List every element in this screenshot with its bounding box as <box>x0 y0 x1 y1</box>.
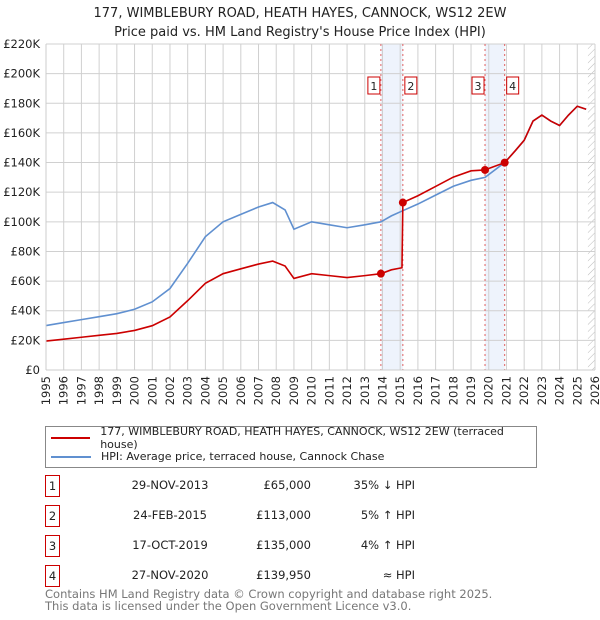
sale-label-box <box>471 76 485 95</box>
sale-row: 2 24-FEB-2015 £113,000 5% ↑ HPI <box>45 505 415 527</box>
sale-label: 2 <box>407 80 414 93</box>
sale-date: 27-NOV-2020 <box>131 568 209 582</box>
y-tick-label: £60K <box>11 274 41 288</box>
x-tick-label: 2022 <box>517 376 531 405</box>
y-tick-label: £40K <box>11 304 41 318</box>
x-tick-label: 2001 <box>145 376 159 405</box>
sale-date: 24-FEB-2015 <box>133 508 207 522</box>
x-tick-label: 2005 <box>216 376 230 405</box>
y-tick-label: £160K <box>3 126 40 140</box>
sale-number: 3 <box>45 535 60 557</box>
x-tick-label: 2017 <box>429 376 443 405</box>
x-tick-label: 2011 <box>322 376 336 405</box>
sale-label: 1 <box>370 80 377 93</box>
shaded-period <box>485 44 505 370</box>
legend: 177, WIMBLEBURY ROAD, HEATH HAYES, CANNO… <box>45 424 537 468</box>
sale-price: £113,000 <box>256 508 311 522</box>
x-tick-label: 2013 <box>358 376 372 405</box>
x-tick-label: 2018 <box>446 376 460 405</box>
sale-date: 17-OCT-2019 <box>132 538 208 552</box>
x-tick-label: 2002 <box>163 376 177 405</box>
title-line-2: Price paid vs. HM Land Registry's House … <box>114 25 486 40</box>
sale-label-box <box>367 76 381 95</box>
y-tick-label: £20K <box>11 333 41 347</box>
x-tick-label: 2007 <box>252 376 266 405</box>
x-tick-label: 2003 <box>181 376 195 405</box>
sale-point <box>376 269 385 278</box>
x-tick-label: 1997 <box>74 376 88 405</box>
sale-hpi-comparison: ≈ HPI <box>382 568 415 582</box>
x-tick-label: 2025 <box>570 376 584 405</box>
x-tick-label: 2026 <box>588 376 600 405</box>
x-tick-label: 2016 <box>411 376 425 405</box>
y-tick-label: £220K <box>3 37 40 51</box>
sale-row: 3 17-OCT-2019 £135,000 4% ↑ HPI <box>45 535 415 557</box>
sale-point <box>481 165 490 174</box>
x-tick-label: 2010 <box>305 376 319 405</box>
price-chart: 1995 1996 1997 1998 1999 2000 2001 2002 2003 2004… <box>3 37 600 405</box>
y-tick-label: £180K <box>3 96 40 110</box>
y-tick-label: £100K <box>3 215 40 229</box>
shaded-period <box>380 44 403 370</box>
y-tick-label: £120K <box>3 185 40 199</box>
x-tick-label: 2009 <box>287 376 301 405</box>
x-tick-label: 1999 <box>110 376 124 405</box>
x-tick-label: 2004 <box>198 376 212 405</box>
sale-number: 1 <box>45 475 60 497</box>
x-tick-label: 2008 <box>269 376 283 405</box>
y-tick-label: £0 <box>25 363 40 377</box>
sale-row: 1 29-NOV-2013 £65,000 35% ↓ HPI <box>45 475 415 497</box>
x-tick-label: 1995 <box>39 376 53 405</box>
sale-number: 4 <box>45 565 60 587</box>
sale-point <box>398 198 407 207</box>
sale-price: £139,950 <box>256 568 311 582</box>
sale-hpi-comparison: 4% ↑ HPI <box>360 538 415 552</box>
x-tick-label: 2020 <box>482 376 496 405</box>
footer-line-2: This data is licensed under the Open Gov… <box>45 599 412 613</box>
sale-label: 4 <box>509 80 516 93</box>
chart-title: 177, WIMBLEBURY ROAD, HEATH HAYES, CANNO… <box>0 4 600 42</box>
legend-swatch-hpi <box>51 455 91 458</box>
sale-point <box>500 158 509 167</box>
x-tick-label: 2021 <box>499 376 513 405</box>
sale-date: 29-NOV-2013 <box>131 478 209 492</box>
sale-price: £135,000 <box>256 538 311 552</box>
sale-label: 3 <box>475 80 482 93</box>
x-tick-label: 2006 <box>234 376 248 405</box>
sale-label-box <box>506 76 520 95</box>
y-tick-label: £140K <box>3 156 40 170</box>
sale-hpi-comparison: 35% ↓ HPI <box>353 478 415 492</box>
x-tick-label: 2000 <box>128 376 142 405</box>
sale-price: £65,000 <box>263 478 311 492</box>
footer: Contains HM Land Registry data © Crown c… <box>45 588 492 612</box>
x-tick-label: 1998 <box>92 376 106 405</box>
legend-label-hpi: HPI: Average price, terraced house, Cann… <box>101 450 385 463</box>
x-tick-label: 2015 <box>393 376 407 405</box>
title-line-1: 177, WIMBLEBURY ROAD, HEATH HAYES, CANNO… <box>93 6 507 21</box>
y-tick-label: £200K <box>3 67 40 81</box>
sale-hpi-comparison: 5% ↑ HPI <box>360 508 415 522</box>
x-tick-label: 1996 <box>57 376 71 405</box>
property-price-line <box>45 105 587 342</box>
footer-line-1: Contains HM Land Registry data © Crown c… <box>45 587 493 601</box>
sale-label-box <box>404 76 418 95</box>
sale-number: 2 <box>45 505 60 527</box>
y-tick-label: £80K <box>11 244 41 258</box>
x-tick-label: 2014 <box>375 376 389 405</box>
forecast-hatch <box>587 44 595 370</box>
legend-label-property: 177, WIMBLEBURY ROAD, HEATH HAYES, CANNO… <box>100 424 504 451</box>
sale-row: 4 27-NOV-2020 £139,950 ≈ HPI <box>45 565 415 587</box>
x-tick-label: 2012 <box>340 376 354 405</box>
x-tick-label: 2019 <box>464 376 478 405</box>
x-tick-label: 2024 <box>553 376 567 405</box>
legend-swatch-property <box>51 436 91 439</box>
x-tick-label: 2023 <box>535 376 549 405</box>
